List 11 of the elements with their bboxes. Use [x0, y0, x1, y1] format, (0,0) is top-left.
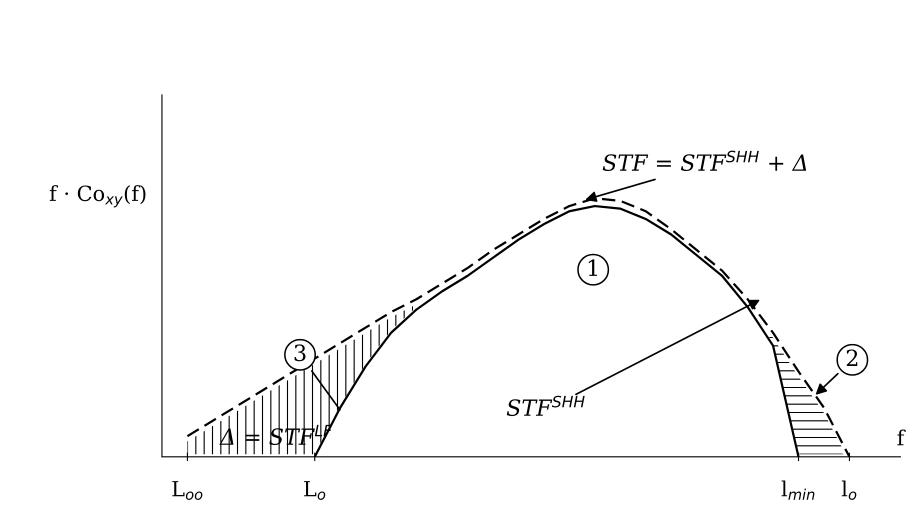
x-tick-label: l$_{o}$ [842, 480, 856, 500]
annotation: 1 [588, 259, 598, 276]
x-tick-label: L$_{o}$ [304, 481, 326, 500]
x-tick-label: L$_{oo}$ [172, 481, 202, 500]
x-axis-title: f [897, 429, 906, 446]
annotation: 2 [846, 349, 858, 366]
y-axis-title: f · Co$_{xy}$(f) [50, 185, 146, 208]
annotation: STF$^{SHH}$ [506, 396, 585, 416]
text: STF = STF$^{SHH}$ + Δ [602, 150, 806, 172]
annotation: 3 [294, 344, 306, 362]
x-tick-label: l$_{min}$ [782, 480, 814, 500]
